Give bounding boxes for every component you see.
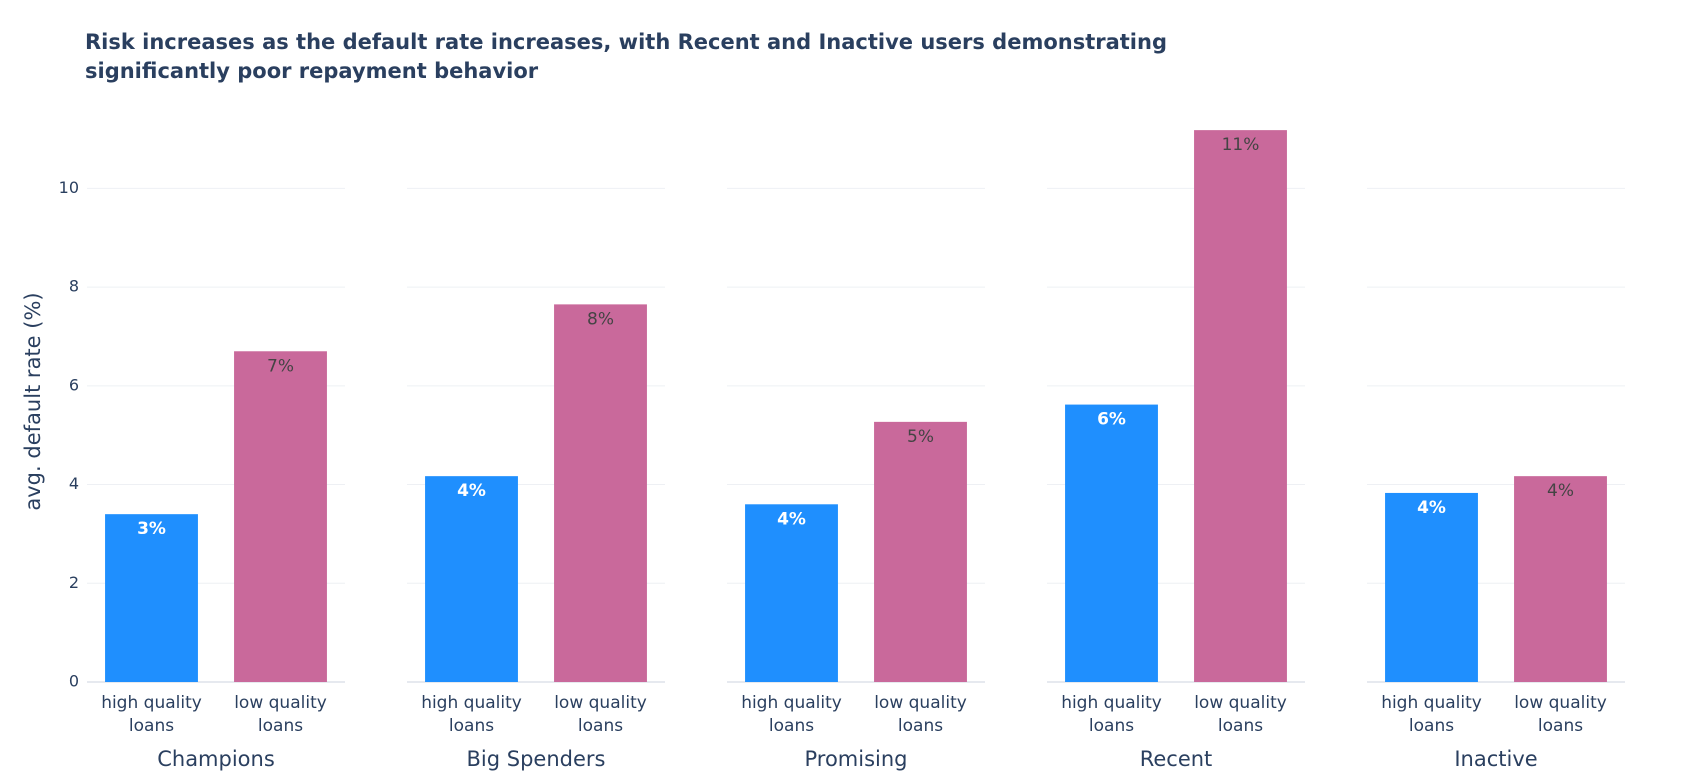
- y-tick-label: 6: [69, 375, 79, 394]
- x-tick-label: low quality loans: [1194, 693, 1287, 736]
- value-label: 4%: [777, 509, 806, 529]
- bar: [425, 476, 518, 682]
- bar: [1514, 476, 1607, 682]
- x-tick-label: high quality loans: [1061, 693, 1162, 736]
- bar: [105, 514, 198, 682]
- bar: [874, 421, 967, 682]
- x-tick-label: high quality loans: [741, 693, 842, 736]
- value-label: 3%: [137, 519, 166, 539]
- y-tick-label: 0: [69, 672, 79, 691]
- value-label: 8%: [587, 309, 614, 329]
- x-tick-label: high quality loans: [421, 693, 522, 736]
- y-tick-label: 2: [69, 573, 79, 592]
- y-axis-title: avg. default rate (%): [21, 292, 45, 510]
- value-label: 11%: [1222, 135, 1260, 155]
- bar: [554, 304, 647, 682]
- value-label: 4%: [457, 481, 486, 501]
- panel-title: Promising: [804, 747, 907, 771]
- bar: [234, 351, 327, 682]
- y-tick-label: 4: [69, 474, 79, 493]
- bar: [1385, 492, 1478, 682]
- x-tick-label: low quality loans: [234, 693, 327, 736]
- panel-title: Champions: [157, 747, 275, 771]
- chart-title: Risk increases as the default rate incre…: [85, 30, 1167, 83]
- x-tick-label: high quality loans: [101, 693, 202, 736]
- bar: [745, 504, 838, 682]
- y-tick-label: 10: [59, 178, 79, 197]
- value-label: 7%: [267, 356, 294, 376]
- x-tick-label: low quality loans: [554, 693, 647, 736]
- value-label: 4%: [1417, 498, 1446, 518]
- value-label: 4%: [1547, 481, 1574, 501]
- y-tick-label: 8: [69, 277, 79, 296]
- bar: [1194, 130, 1287, 683]
- value-label: 5%: [907, 427, 934, 447]
- value-label: 6%: [1097, 410, 1126, 430]
- panel-title: Inactive: [1454, 747, 1537, 771]
- x-tick-label: low quality loans: [874, 693, 967, 736]
- x-tick-label: high quality loans: [1381, 693, 1482, 736]
- panel-title: Recent: [1140, 747, 1213, 771]
- x-tick-label: low quality loans: [1514, 693, 1607, 736]
- bar: [1065, 404, 1158, 682]
- panel-title: Big Spenders: [467, 747, 606, 771]
